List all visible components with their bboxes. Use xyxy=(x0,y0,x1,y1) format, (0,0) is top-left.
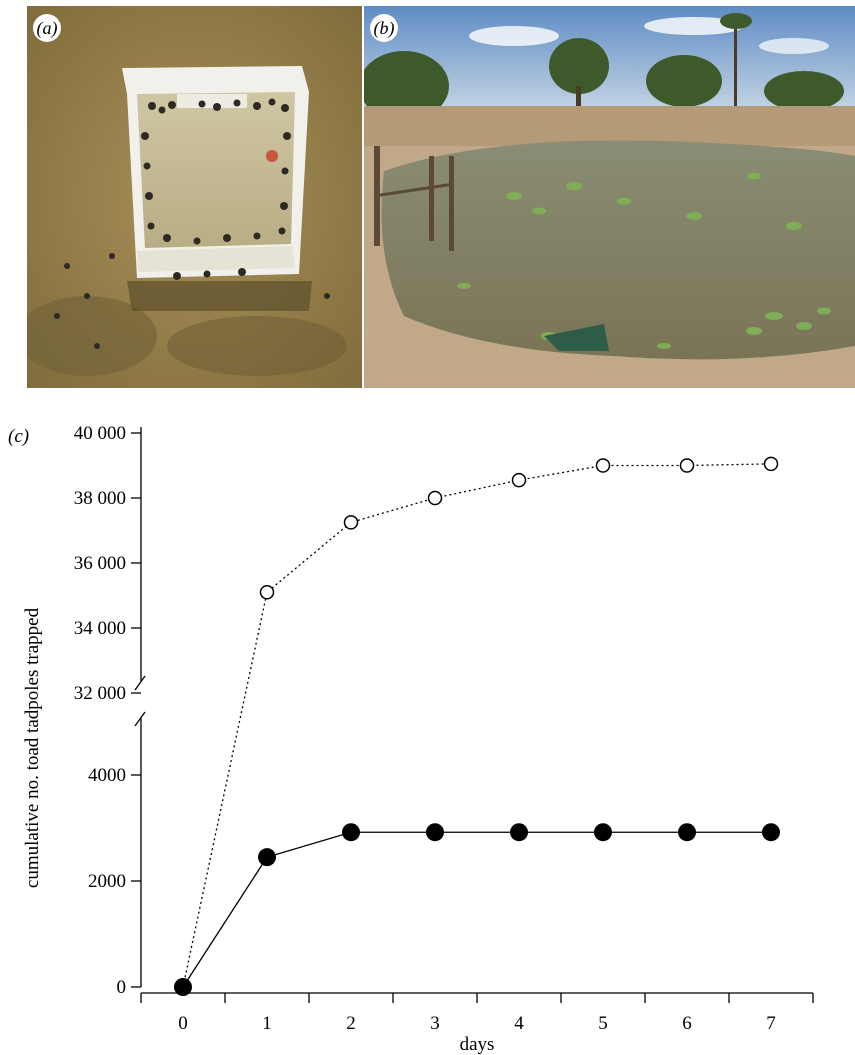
data-point-filled xyxy=(678,823,696,842)
data-point-open xyxy=(427,490,443,506)
axis-break-upper xyxy=(134,675,146,691)
y-tick-label: 2000 xyxy=(88,871,126,892)
x-tick-label: 2 xyxy=(346,1013,356,1034)
data-point-open xyxy=(343,515,359,530)
data-point-open xyxy=(679,458,695,473)
data-point-filled xyxy=(762,823,780,842)
data-point-filled xyxy=(174,978,192,996)
x-tick-label: 5 xyxy=(598,1013,608,1034)
photo-container-trap: (a) xyxy=(27,6,362,388)
y-tick-label: 36 000 xyxy=(74,553,126,574)
data-point-open xyxy=(259,585,275,600)
x-tick-label: 6 xyxy=(682,1013,692,1034)
panel-label-c: (c) xyxy=(8,426,29,447)
data-point-filled xyxy=(258,848,276,867)
x-tick-label: 7 xyxy=(766,1013,776,1034)
y-tick-label: 40 000 xyxy=(74,423,126,444)
chart-axes: 0 1 2 3 4 5 6 7 0 2000 4000 32 000 34 000 36 000 38 00… xyxy=(74,423,814,1034)
data-point-filled xyxy=(510,823,528,842)
x-tick-label: 1 xyxy=(262,1013,272,1034)
data-point-filled xyxy=(594,823,612,842)
y-tick-label: 4000 xyxy=(88,765,126,786)
photo-pond: (b) xyxy=(364,6,855,388)
axis-break-lower xyxy=(134,711,146,727)
series-line-solid xyxy=(182,831,771,988)
y-tick-label: 0 xyxy=(117,977,127,998)
pond-image xyxy=(364,6,855,388)
panel-label-a: (a) xyxy=(33,14,61,42)
data-point-filled xyxy=(426,823,444,842)
panel-label-b: (b) xyxy=(370,14,398,42)
series-line-dotted xyxy=(182,463,772,988)
y-tick-label: 38 000 xyxy=(74,488,126,509)
data-point-open xyxy=(763,456,779,472)
data-point-open xyxy=(511,472,527,488)
y-tick-label: 32 000 xyxy=(74,683,126,704)
data-point-open xyxy=(595,458,611,473)
x-tick-label: 3 xyxy=(430,1013,440,1034)
x-tick-label: 0 xyxy=(178,1013,188,1034)
x-tick-label: 4 xyxy=(514,1013,524,1034)
tadpole-chart: (c) 0 1 2 3 4 5 6 7 0 2000 4000 32 000 34 000 36 000 3… xyxy=(8,423,814,1055)
x-axis-title: days xyxy=(460,1034,495,1055)
container-trap-image xyxy=(27,6,362,388)
y-axis-title: cumulative no. toad tadpoles trapped xyxy=(22,607,43,888)
data-point-filled xyxy=(342,823,360,842)
chart-series xyxy=(174,456,780,996)
y-tick-label: 34 000 xyxy=(74,618,126,639)
